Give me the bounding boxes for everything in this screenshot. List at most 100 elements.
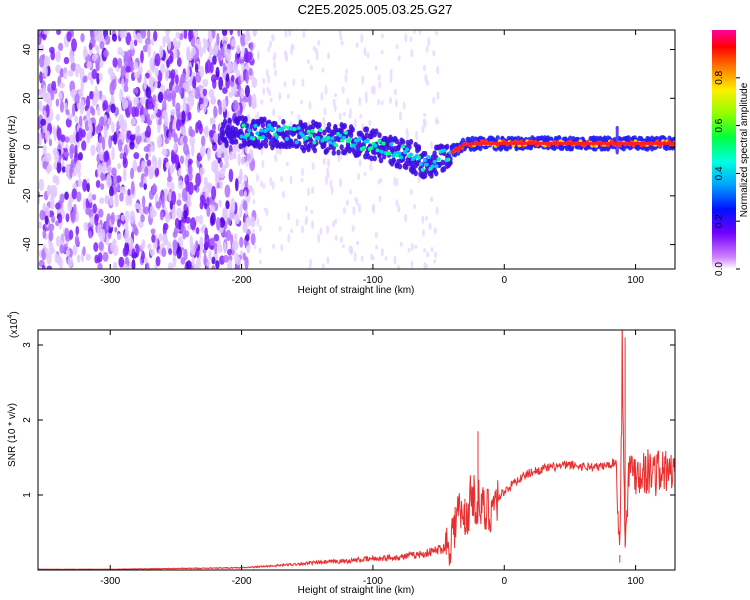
heatmap-cell (204, 227, 208, 240)
heatmap-cell (182, 225, 187, 240)
heatmap-cell (102, 99, 109, 111)
heatmap-cell (231, 61, 238, 74)
heatmap-cell (56, 127, 62, 141)
heatmap-cell (195, 227, 200, 235)
heatmap-cell (404, 213, 408, 223)
heatmap-cell (324, 175, 328, 186)
heatmap-cell (230, 138, 236, 145)
heatmap-cell (243, 176, 247, 182)
heatmap-cell (125, 72, 130, 79)
heatmap-cell (239, 203, 243, 218)
heatmap-cell (337, 153, 341, 163)
heatmap-cell (255, 131, 260, 136)
heatmap-cell (308, 264, 312, 269)
snr-y-ticks: 1 2 3 (22, 342, 675, 498)
heatmap-cell (304, 135, 309, 140)
heatmap-cell (122, 157, 128, 169)
heatmap-cell (162, 35, 166, 48)
heatmap-cell (267, 46, 271, 53)
heatmap-cell (99, 150, 105, 162)
heatmap-cell (65, 117, 72, 128)
heatmap-cell (215, 171, 220, 183)
heatmap-cell (329, 179, 333, 189)
heatmap-cell (290, 110, 294, 115)
heatmap-cell (65, 249, 70, 257)
heatmap-cell (615, 134, 619, 139)
heatmap-cell (48, 223, 55, 232)
heatmap-cell (326, 135, 331, 140)
heatmap-cell (56, 160, 62, 174)
heatmap-cell (71, 38, 77, 52)
heatmap-cell (380, 33, 384, 39)
heatmap-cell (215, 260, 220, 269)
heatmap-cell (267, 74, 271, 84)
heatmap-cell (422, 172, 428, 179)
heatmap-cell (311, 162, 315, 171)
heatmap-cell (399, 155, 404, 160)
heatmap-cell (57, 213, 63, 224)
heatmap-cell (171, 207, 176, 220)
heatmap-cell (75, 70, 79, 78)
heatmap-cell (206, 205, 211, 218)
heatmap-cell (308, 133, 313, 138)
heatmap-cell (410, 189, 414, 196)
heatmap-cell (217, 49, 222, 62)
heatmap-cell (154, 100, 158, 114)
heatmap-cell (208, 88, 215, 98)
heatmap-cell (407, 248, 411, 253)
heatmap-cell (268, 89, 272, 97)
heatmap-cell (397, 163, 403, 170)
heatmap-cell (175, 31, 180, 39)
heatmap-cell (409, 36, 413, 43)
heatmap-cell (369, 155, 374, 162)
heatmap-cell (122, 119, 128, 133)
heatmap-cell (163, 116, 169, 127)
heatmap-cell (227, 248, 232, 256)
heatmap-cell (261, 135, 266, 140)
heatmap-cell (167, 175, 173, 183)
heatmap-cell (273, 60, 277, 70)
heatmap-cell (424, 73, 428, 83)
heatmap-cell (133, 96, 140, 107)
heatmap-cell (82, 76, 86, 84)
heatmap-cell (168, 130, 172, 141)
heatmap-cell (117, 138, 123, 152)
heatmap-cell (409, 152, 414, 157)
heatmap-cell (64, 136, 70, 143)
heatmap-cell (187, 181, 194, 195)
heatmap-cell (261, 160, 265, 169)
heatmap-cell (430, 196, 434, 203)
heatmap-cell (127, 195, 133, 206)
heatmap-cell (374, 128, 379, 135)
heatmap-cell (248, 67, 253, 76)
heatmap-cell (40, 118, 47, 126)
heatmap-cell (221, 30, 228, 37)
heatmap-cell (107, 67, 114, 76)
heatmap-cell (65, 213, 70, 223)
heatmap-cell (148, 189, 155, 200)
heatmap-cell (389, 73, 393, 83)
heatmap-cell (193, 184, 198, 191)
heatmap-cell (408, 138, 414, 145)
heatmap-cell (211, 256, 216, 265)
heatmap-cell (440, 159, 445, 166)
heatmap-cell (170, 181, 175, 193)
heatmap-cell (348, 189, 352, 195)
heatmap-cell (202, 44, 206, 54)
heatmap-cell (213, 233, 220, 242)
heatmap-cell (56, 30, 61, 36)
heatmap-cell (63, 56, 70, 65)
heatmap-cell (102, 251, 109, 262)
heatmap-cell (302, 30, 306, 39)
heatmap-cell (245, 132, 250, 137)
heatmap-cell (218, 76, 224, 91)
heatmap-cell (446, 157, 451, 162)
heatmap-cell (306, 129, 311, 134)
heatmap-cell (182, 96, 187, 105)
heatmap-cell (39, 71, 43, 84)
heatmap-cell (59, 100, 65, 113)
heatmap-cell (200, 225, 206, 234)
heatmap-cell (389, 145, 395, 152)
heatmap-cell (615, 125, 619, 130)
heatmap-cell (235, 213, 241, 225)
